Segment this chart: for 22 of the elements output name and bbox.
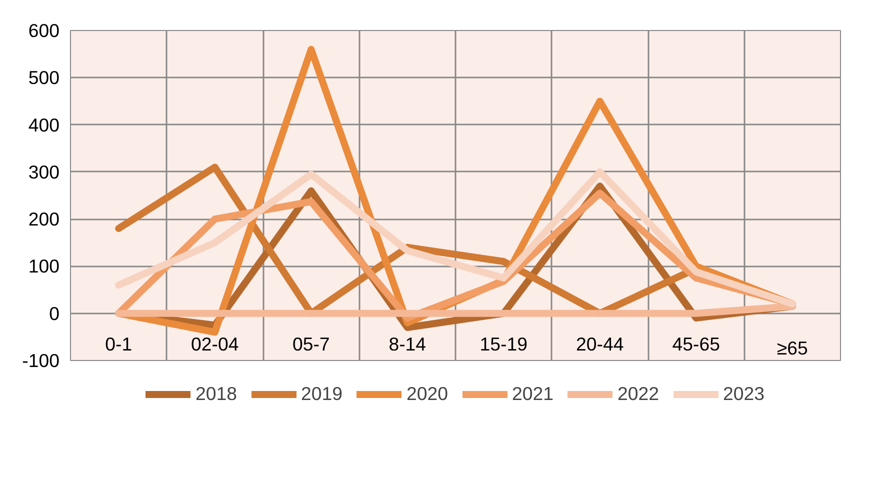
- y-tick-label: 100: [28, 256, 60, 277]
- y-tick-label: 200: [28, 208, 60, 230]
- x-tick-label: 20-44: [576, 333, 624, 354]
- y-tick-label: 600: [28, 20, 60, 41]
- x-tick-label: 02-04: [191, 333, 239, 354]
- x-tick-label: 05-7: [292, 333, 330, 354]
- y-tick-label: 400: [28, 114, 60, 136]
- x-tick-label: 45-65: [672, 333, 720, 354]
- y-tick-label: 500: [28, 67, 60, 88]
- legend-label: 2023: [723, 383, 765, 405]
- x-tick-label: 0-1: [105, 333, 132, 354]
- y-tick-label: 0: [49, 302, 60, 324]
- legend-label: 2022: [618, 383, 660, 405]
- legend-label: 2021: [512, 383, 554, 405]
- y-tick-label: -100: [22, 350, 60, 371]
- x-tick-label: 8-14: [388, 333, 426, 354]
- y-tick-label: 300: [28, 161, 60, 182]
- legend-label: 2019: [300, 383, 342, 405]
- legend-label: 2018: [195, 383, 237, 405]
- x-tick-label: ≥65: [776, 337, 808, 358]
- x-tick-label: 15-19: [480, 333, 528, 354]
- legend-label: 2020: [406, 383, 448, 405]
